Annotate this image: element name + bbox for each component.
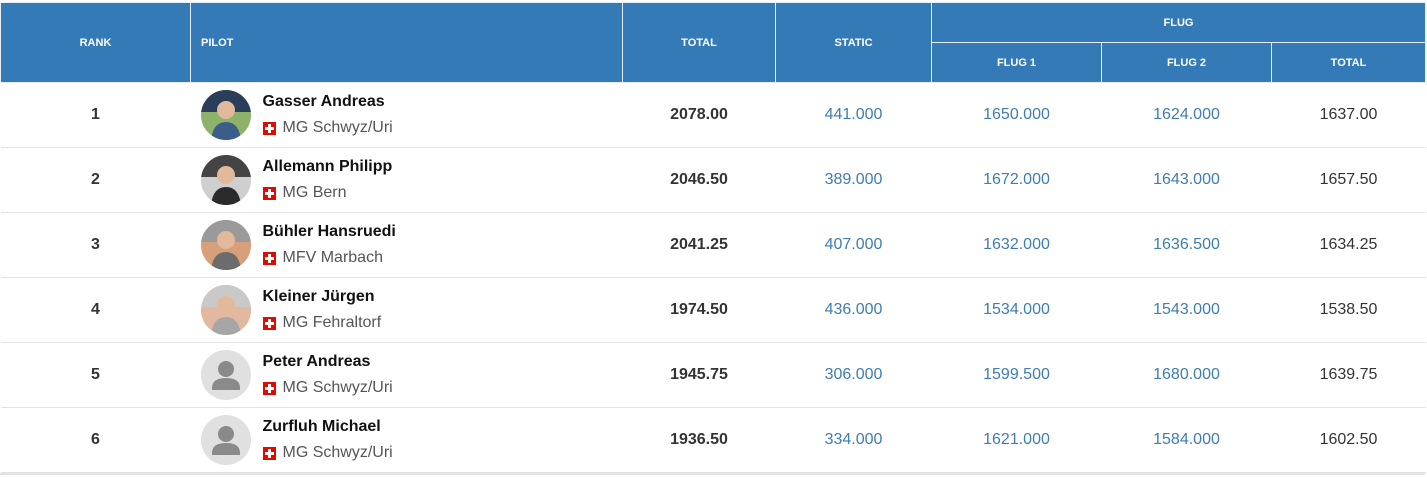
- pilot-name[interactable]: Allemann Philipp: [262, 158, 393, 175]
- flug1-score-link[interactable]: 1672.000: [931, 147, 1102, 213]
- flug2-score-link[interactable]: 1636.500: [1101, 212, 1272, 278]
- header-static[interactable]: STATIC: [775, 2, 932, 83]
- club-name: MG Fehraltorf: [282, 314, 382, 331]
- total-cell: 1945.75: [622, 342, 776, 408]
- swiss-flag-icon: [262, 446, 276, 460]
- table-bottom-border: [0, 473, 1425, 475]
- header-pilot[interactable]: PILOT: [190, 2, 623, 83]
- pilot-cell: Kleiner Jürgen MG Fehraltorf: [190, 277, 623, 343]
- rank-cell: 3: [0, 212, 191, 278]
- club-name: MG Schwyz/Uri: [282, 379, 393, 396]
- flug2-score-link[interactable]: 1624.000: [1101, 82, 1272, 148]
- table-row[interactable]: 1 Gasser Andreas MG Schwyz/Uri 2078.00 4…: [0, 82, 1426, 148]
- rank-cell: 2: [0, 147, 191, 213]
- flug1-score-link[interactable]: 1599.500: [931, 342, 1102, 408]
- pilot-name[interactable]: Kleiner Jürgen: [262, 288, 375, 305]
- club-name: MFV Marbach: [282, 249, 383, 266]
- avatar[interactable]: [200, 350, 251, 400]
- static-score-link[interactable]: 306.000: [775, 342, 932, 408]
- static-score-link[interactable]: 389.000: [775, 147, 932, 213]
- total-cell: 2041.25: [622, 212, 776, 278]
- default-user-icon: [200, 350, 251, 400]
- static-score-link[interactable]: 407.000: [775, 212, 932, 278]
- avatar[interactable]: [200, 90, 251, 140]
- pilot-cell: Bühler Hansruedi MFV Marbach: [190, 212, 623, 278]
- pilot-photo: [200, 285, 251, 335]
- table-row[interactable]: 5 Peter Andreas MG Schwyz/Uri 1945.75 30…: [0, 342, 1426, 408]
- pilot-club: MFV Marbach: [262, 248, 396, 268]
- flug-total-cell: 1602.50: [1271, 407, 1426, 473]
- table-row[interactable]: 2 Allemann Philipp MG Bern 2046.50 389.0…: [0, 147, 1426, 213]
- pilot-club: MG Fehraltorf: [262, 313, 382, 333]
- table-header: RANK PILOT TOTAL STATIC FLUG FLUG 1 FLUG…: [0, 2, 1427, 83]
- table-row[interactable]: 6 Zurfluh Michael MG Schwyz/Uri 1936.50 …: [0, 407, 1426, 473]
- pilot-cell: Gasser Andreas MG Schwyz/Uri: [190, 82, 623, 148]
- flug1-score-link[interactable]: 1650.000: [931, 82, 1102, 148]
- header-rank[interactable]: RANK: [0, 2, 191, 83]
- header-flug2[interactable]: FLUG 2: [1101, 42, 1272, 83]
- rank-cell: 1: [0, 82, 191, 148]
- swiss-flag-icon: [262, 121, 276, 135]
- pilot-name[interactable]: Peter Andreas: [262, 353, 371, 370]
- static-score-link[interactable]: 441.000: [775, 82, 932, 148]
- pilot-club: MG Bern: [262, 183, 393, 203]
- pilot-cell: Allemann Philipp MG Bern: [190, 147, 623, 213]
- total-cell: 2078.00: [622, 82, 776, 148]
- flug-total-cell: 1639.75: [1271, 342, 1426, 408]
- swiss-flag-icon: [262, 316, 276, 330]
- swiss-flag-icon: [262, 186, 276, 200]
- rank-cell: 4: [0, 277, 191, 343]
- club-name: MG Bern: [282, 184, 347, 201]
- flug2-score-link[interactable]: 1584.000: [1101, 407, 1272, 473]
- total-cell: 1974.50: [622, 277, 776, 343]
- flug1-score-link[interactable]: 1632.000: [931, 212, 1102, 278]
- avatar[interactable]: [200, 285, 251, 335]
- pilot-photo: [200, 155, 251, 205]
- flug-total-cell: 1634.25: [1271, 212, 1426, 278]
- flug2-score-link[interactable]: 1543.000: [1101, 277, 1272, 343]
- swiss-flag-icon: [262, 381, 276, 395]
- pilot-name[interactable]: Bühler Hansruedi: [262, 223, 396, 240]
- rank-cell: 5: [0, 342, 191, 408]
- pilot-club: MG Schwyz/Uri: [262, 118, 393, 138]
- pilot-photo: [200, 220, 251, 270]
- flug-total-cell: 1657.50: [1271, 147, 1426, 213]
- header-total[interactable]: TOTAL: [622, 2, 776, 83]
- pilot-club: MG Schwyz/Uri: [262, 378, 393, 398]
- pilot-cell: Zurfluh Michael MG Schwyz/Uri: [190, 407, 623, 473]
- pilot-name[interactable]: Gasser Andreas: [262, 93, 385, 110]
- flug1-score-link[interactable]: 1534.000: [931, 277, 1102, 343]
- pilot-photo: [200, 90, 251, 140]
- avatar[interactable]: [200, 220, 251, 270]
- pilot-name[interactable]: Zurfluh Michael: [262, 418, 381, 435]
- flug2-score-link[interactable]: 1643.000: [1101, 147, 1272, 213]
- pilot-club: MG Schwyz/Uri: [262, 443, 393, 463]
- static-score-link[interactable]: 334.000: [775, 407, 932, 473]
- header-flug-total[interactable]: TOTAL: [1270, 42, 1427, 83]
- table-body: 1 Gasser Andreas MG Schwyz/Uri 2078.00 4…: [0, 82, 1426, 473]
- club-name: MG Schwyz/Uri: [282, 119, 393, 136]
- swiss-flag-icon: [262, 251, 276, 265]
- avatar[interactable]: [200, 415, 251, 465]
- header-flug1[interactable]: FLUG 1: [931, 42, 1102, 83]
- static-score-link[interactable]: 436.000: [775, 277, 932, 343]
- table-row[interactable]: 3 Bühler Hansruedi MFV Marbach 2041.25 4…: [0, 212, 1426, 278]
- total-cell: 2046.50: [622, 147, 776, 213]
- rank-cell: 6: [0, 407, 191, 473]
- flug-total-cell: 1637.00: [1271, 82, 1426, 148]
- club-name: MG Schwyz/Uri: [282, 444, 393, 461]
- table-row[interactable]: 4 Kleiner Jürgen MG Fehraltorf 1974.50 4…: [0, 277, 1426, 343]
- default-user-icon: [200, 415, 251, 465]
- total-cell: 1936.50: [622, 407, 776, 473]
- flug1-score-link[interactable]: 1621.000: [931, 407, 1102, 473]
- header-flug-group: FLUG: [930, 2, 1427, 43]
- flug-total-cell: 1538.50: [1271, 277, 1426, 343]
- flug2-score-link[interactable]: 1680.000: [1101, 342, 1272, 408]
- pilot-cell: Peter Andreas MG Schwyz/Uri: [190, 342, 623, 408]
- avatar[interactable]: [200, 155, 251, 205]
